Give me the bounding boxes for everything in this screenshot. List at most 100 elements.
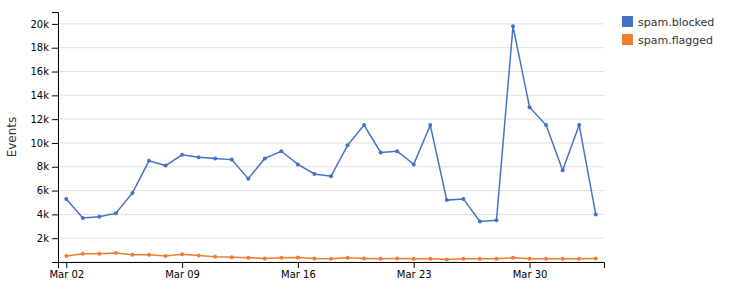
point	[329, 257, 333, 261]
y-tick-label: 2k	[37, 233, 49, 244]
point	[64, 197, 68, 201]
y-tick-mark	[52, 119, 58, 120]
point	[445, 258, 449, 262]
point	[395, 257, 399, 261]
point	[445, 198, 449, 202]
y-axis-line	[52, 13, 59, 263]
point	[577, 257, 581, 261]
point	[594, 256, 598, 260]
point	[130, 253, 134, 257]
x-tick-label: Mar 02	[49, 269, 84, 280]
x-tick: Mar 16	[281, 262, 316, 280]
grid	[58, 24, 604, 262]
y-tick: 18k	[30, 42, 58, 53]
y-tick-mark	[52, 72, 58, 73]
point	[428, 123, 432, 127]
y-tick-mark	[52, 24, 58, 25]
point	[296, 255, 300, 259]
point	[213, 156, 217, 160]
point	[528, 105, 532, 109]
y-tick: 2k	[37, 233, 58, 244]
point	[494, 218, 498, 222]
legend-swatch	[622, 16, 633, 27]
point	[362, 123, 366, 127]
grid-line	[58, 238, 604, 239]
legend-item: spam.blocked	[622, 16, 714, 29]
point	[428, 257, 432, 261]
grid-line	[58, 214, 604, 215]
y-tick-label: 6k	[37, 185, 49, 196]
grid-line	[58, 23, 604, 24]
point	[346, 143, 350, 147]
point	[412, 162, 416, 166]
x-axis: Mar 02Mar 09Mar 16Mar 23Mar 30	[49, 262, 604, 280]
point	[511, 256, 515, 260]
point	[379, 257, 383, 261]
x-tick: Mar 09	[165, 262, 200, 280]
y-tick: 20k	[30, 19, 58, 30]
point	[544, 123, 548, 127]
point	[412, 257, 416, 261]
point	[461, 197, 465, 201]
line	[66, 26, 595, 221]
point	[263, 256, 267, 260]
point	[379, 150, 383, 154]
point	[97, 215, 101, 219]
x-tick-mark	[530, 262, 531, 268]
grid-line	[58, 95, 604, 96]
y-tick: 12k	[30, 114, 58, 125]
plot: Mar 02Mar 09Mar 16Mar 23Mar 302k4k6k8k10…	[30, 13, 604, 281]
point	[544, 257, 548, 261]
point	[213, 255, 217, 259]
grid-line	[58, 47, 604, 48]
y-tick: 6k	[37, 185, 58, 196]
grid-line	[58, 190, 604, 191]
y-tick: 16k	[30, 66, 58, 77]
y-tick-label: 14k	[30, 90, 49, 101]
point	[478, 257, 482, 261]
point	[147, 159, 151, 163]
point	[594, 212, 598, 216]
point	[114, 211, 118, 215]
point	[312, 172, 316, 176]
y-tick: 4k	[37, 209, 58, 220]
chart: Mar 02Mar 09Mar 16Mar 23Mar 302k4k6k8k10…	[0, 0, 734, 292]
x-tick-mark	[298, 262, 299, 268]
series	[64, 251, 597, 262]
y-tick-mark	[52, 238, 58, 239]
y-tick-label: 10k	[30, 138, 49, 149]
series	[64, 24, 597, 223]
marks	[64, 24, 597, 261]
point	[461, 257, 465, 261]
point	[312, 256, 316, 260]
point	[478, 220, 482, 224]
y-tick-mark	[52, 95, 58, 96]
point	[97, 252, 101, 256]
point	[147, 253, 151, 257]
legend-label: spam.blocked	[638, 16, 714, 29]
x-tick-label: Mar 23	[397, 269, 432, 280]
point	[230, 255, 234, 259]
point	[296, 162, 300, 166]
y-axis: 2k 4k 6k 8k 10k 12k 14k 16k 18k 20k	[30, 13, 58, 263]
y-tick-mark	[52, 262, 58, 263]
point	[246, 256, 250, 260]
point	[164, 254, 168, 258]
point	[577, 123, 581, 127]
y-tick-mark	[52, 191, 58, 192]
x-tick: Mar 23	[397, 262, 432, 280]
point	[81, 216, 85, 220]
point	[230, 158, 234, 162]
legend-label: spam.flagged	[638, 34, 713, 47]
point	[329, 174, 333, 178]
point	[180, 252, 184, 256]
y-axis-label: Events	[5, 117, 19, 158]
y-tick-label: 16k	[30, 66, 49, 77]
point	[263, 156, 267, 160]
y-tick-label: 8k	[37, 161, 49, 172]
y-tick-label: 20k	[30, 19, 49, 30]
point	[197, 253, 201, 257]
x-axis-line	[59, 263, 605, 269]
point	[561, 168, 565, 172]
point	[197, 155, 201, 159]
